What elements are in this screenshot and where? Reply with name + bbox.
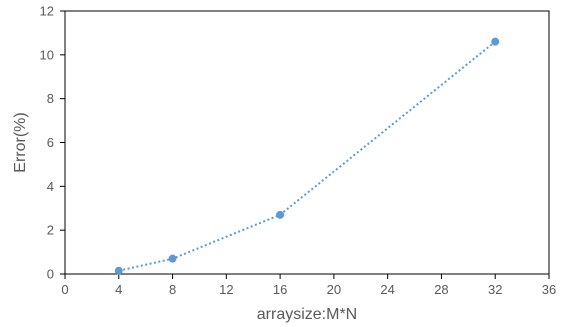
series-layer [114,37,500,275]
x-tick-label: 36 [542,282,556,297]
data-point [114,266,123,275]
y-tick-label: 2 [47,223,54,238]
x-tick-label: 8 [169,282,176,297]
x-tick-label: 32 [488,282,502,297]
x-tick-label: 4 [115,282,122,297]
x-tick-label: 20 [327,282,341,297]
series-line [118,40,496,272]
y-axis-ticks: 0 2 4 6 8 10 12 [40,4,65,282]
y-tick-label: 6 [47,135,54,150]
x-axis-ticks: 0 4 8 12 16 20 24 28 32 36 [61,274,556,297]
x-tick-label: 24 [380,282,394,297]
y-tick-label: 0 [47,267,54,282]
y-tick-label: 10 [40,47,54,62]
data-point [491,37,500,46]
plot-area-frame [64,10,550,275]
x-tick-label: 28 [434,282,448,297]
y-tick-label: 8 [47,91,54,106]
y-tick-label: 12 [40,4,54,19]
y-tick-label: 4 [47,179,54,194]
y-axis-title: Error(%) [12,112,29,172]
x-tick-label: 12 [219,282,233,297]
x-tick-label: 0 [61,282,68,297]
x-tick-label: 16 [273,282,287,297]
data-point [276,210,285,219]
data-point [168,254,177,263]
x-axis-title: arraysize:M*N [257,306,357,323]
